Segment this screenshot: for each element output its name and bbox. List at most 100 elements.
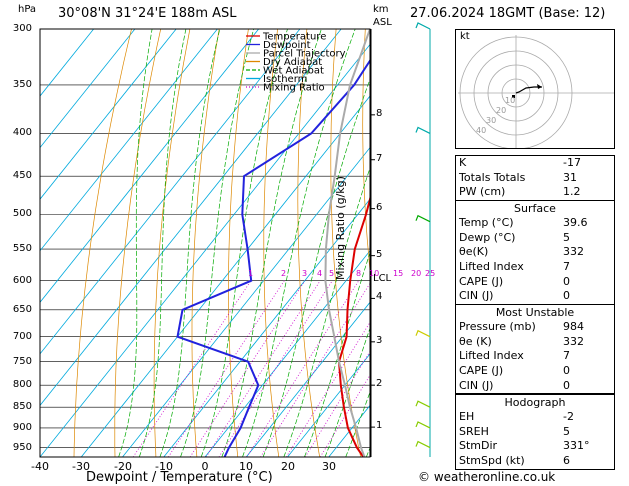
- wind-barb: [415, 126, 431, 135]
- mixing-ratio-line: [205, 280, 321, 457]
- wind-barb: [415, 214, 431, 223]
- mixing-ratio-line: [304, 350, 370, 457]
- wet-adiabat-line: [283, 166, 370, 457]
- most-unstable-panel: Most Unstable Pressure (mb) 984 θe (K) 332…: [455, 304, 615, 395]
- location-title: 30°08'N 31°24'E 188m ASL: [58, 6, 237, 21]
- mixing-ratio-label: 10: [369, 269, 380, 278]
- height-tick-label: 6: [376, 202, 383, 213]
- isotherm-line: [40, 29, 301, 355]
- isotherm-line: [204, 250, 370, 457]
- pressure-tick-label: 600: [12, 275, 32, 286]
- indices-panel: K -17 Totals Totals 31 PW (cm) 1.2: [455, 155, 615, 202]
- temperature-tick-label: -20: [114, 460, 132, 473]
- dry-adiabat-line: [362, 29, 370, 274]
- mixing-ratio-label: 8: [356, 269, 362, 278]
- mixing-ratio-label: 2: [281, 269, 287, 278]
- legend-entry: Wet Adiabat: [263, 66, 324, 77]
- isotherm-line: [40, 29, 259, 303]
- hodograph-panel: Hodograph EH -2 SREH 5 StmDir 331° StmSpd (…: [455, 394, 615, 470]
- km-unit-label: km: [373, 4, 389, 15]
- pressure-tick-label: 300: [12, 23, 32, 34]
- mixing-ratio-line: [189, 280, 306, 457]
- legend-entry: Dewpoint: [263, 40, 311, 51]
- mixing-ratio-line: [319, 374, 370, 457]
- isotherm-line: [40, 29, 218, 252]
- wind-barb: [415, 400, 431, 408]
- hodograph-rings: [458, 35, 614, 148]
- dry-adiabat-line: [73, 29, 132, 457]
- height-tick-label: 8: [376, 108, 383, 119]
- temperature-tick-label: -30: [72, 460, 90, 473]
- height-tick-label: 5: [376, 249, 383, 260]
- asl-label: ASL: [373, 17, 392, 28]
- hodo-row: SREH 5: [459, 424, 570, 438]
- mixing-ratio-label: 20: [411, 269, 422, 278]
- datetime-title: 27.06.2024 18GMT (Base: 12): [410, 6, 606, 21]
- surface-panel: Surface Temp (°C) 39.6 Dewp (°C) 5 θe(K) 33…: [455, 200, 615, 306]
- x-axis-label: Dewpoint / Temperature (°C): [86, 470, 273, 485]
- temperature-tick-label: 30: [322, 460, 336, 473]
- surface-row: Lifted Index 7: [459, 260, 570, 274]
- wet-adiabat-line: [200, 29, 288, 457]
- pressure-unit-label: hPa: [18, 4, 37, 15]
- surface-row: Dewp (°C) 5: [459, 230, 570, 244]
- surface-row: CAPE (J) 0: [459, 274, 570, 288]
- mixing-ratio-label: 15: [393, 269, 404, 278]
- isotherm-line: [40, 43, 370, 457]
- wet-adiabat-line: [118, 29, 153, 457]
- wet-adiabat-line: [180, 29, 255, 457]
- hodo-row: StmDir 331°: [459, 439, 590, 453]
- temperature-tick-label: -10: [155, 460, 173, 473]
- temperature-line: [337, 195, 370, 457]
- dry-adiabat-line: [153, 29, 191, 457]
- pressure-tick-label: 500: [12, 208, 32, 219]
- hodograph-ring-label-30: 30: [486, 116, 497, 125]
- temperature-tick-label: -40: [31, 460, 49, 473]
- height-tick-label: 1: [376, 420, 383, 431]
- isotherm-line: [245, 301, 370, 457]
- pressure-tick-label: 450: [12, 170, 32, 181]
- legend-entry: Temperature: [262, 32, 326, 43]
- wind-barb: [415, 22, 431, 30]
- wet-adiabat-line: [304, 251, 370, 457]
- wet-adiabat-line: [138, 29, 187, 457]
- dry-adiabat-line: [263, 29, 280, 457]
- parcel-trajectory-line: [324, 29, 370, 457]
- mixing-ratio-label: 5: [329, 269, 335, 278]
- mixing-ratio-label: 1: [248, 269, 254, 278]
- mixing-ratio-label: 25: [425, 269, 436, 278]
- mu-row: θe (K) 332: [459, 334, 584, 348]
- index-row: Totals Totals 31: [459, 170, 577, 184]
- pressure-tick-label: 800: [12, 379, 32, 390]
- dry-adiabat-line: [114, 29, 162, 457]
- legend-entry: Isotherm: [263, 74, 307, 85]
- height-tick-label: 2: [376, 378, 383, 389]
- most-unstable-title: Most Unstable: [495, 306, 575, 319]
- dry-adiabat-line: [297, 29, 321, 457]
- pressure-tick-label: 550: [12, 243, 32, 254]
- hodograph-kt-label: kt: [460, 31, 470, 42]
- wet-adiabat-line: [262, 78, 370, 457]
- wind-barb: [415, 329, 431, 338]
- mixing-ratio-label: 3: [302, 269, 308, 278]
- mu-row: CAPE (J) 0: [459, 364, 570, 378]
- mixing-ratio-line: [132, 280, 252, 457]
- wet-adiabat-line: [242, 29, 356, 457]
- dry-adiabat-line: [394, 29, 443, 457]
- temperature-tick-label: 20: [281, 460, 295, 473]
- pressure-tick-label: 950: [12, 442, 32, 453]
- hodo-row: EH -2: [459, 410, 574, 423]
- temperature-tick-label: 0: [201, 460, 209, 473]
- pressure-tick-label: 400: [12, 127, 32, 138]
- height-tick-label: 7: [376, 153, 383, 164]
- pressure-tick-label: 350: [12, 79, 32, 90]
- lcl-label: LCL: [373, 273, 392, 284]
- hodograph-ring-label-40: 40: [476, 126, 487, 135]
- isotherm-line: [80, 95, 370, 457]
- isotherm-line: [40, 29, 177, 200]
- surface-title: Surface: [514, 202, 556, 215]
- dry-adiabat-line: [191, 29, 220, 457]
- pressure-tick-label: 900: [12, 422, 32, 433]
